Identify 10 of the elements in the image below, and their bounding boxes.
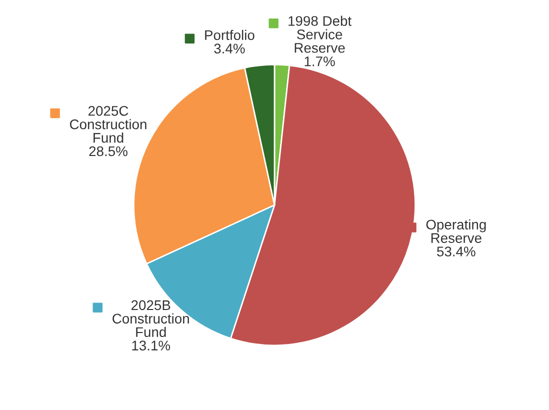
legend-label: 2025B Construction Fund xyxy=(112,300,189,338)
legend-label: Portfolio xyxy=(205,30,254,40)
data-label: 13.1% xyxy=(132,340,170,350)
legend-label: 1998 Debt Service Reserve xyxy=(288,16,352,53)
legend-label: Operating Reserve xyxy=(426,219,486,243)
data-label: 3.4% xyxy=(214,44,245,54)
data-label: 1.7% xyxy=(304,56,335,66)
legend-label: 2025C Construction Fund xyxy=(70,106,146,143)
data-label: 53.4% xyxy=(437,246,476,256)
data-label: 28.5% xyxy=(89,146,128,156)
